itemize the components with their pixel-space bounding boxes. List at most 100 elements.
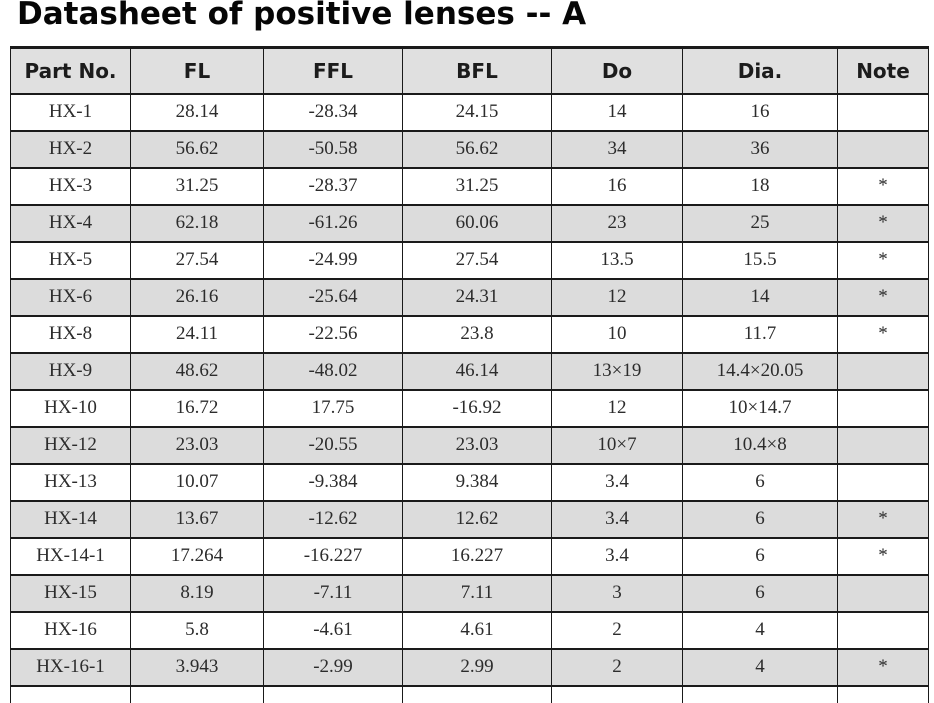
lens-datasheet-table: Part No. FL FFL BFL Do Dia. Note HX-1 28.… [10,46,929,703]
cell-ffl: -25.64 [263,277,403,317]
cell-fl: 26.16 [130,277,264,317]
cell-dia: 14.4×20.05 [682,351,838,391]
cell-do: 23 [551,203,683,243]
cell-bfl: -16.92 [402,388,552,428]
cell-do: 13.5 [551,240,683,280]
cell-fl: 23.03 [130,425,264,465]
column-header-fl: FL [130,46,264,95]
cell-dia: 10×14.7 [682,388,838,428]
cell-part: HX-10 [10,388,131,428]
cell-note [837,610,929,650]
table-row: HX-12 23.03 -20.55 23.03 10×7 10.4×8 [10,425,929,465]
cell-do: 2 [551,647,683,687]
table-row: HX-1 28.14 -28.34 24.15 14 16 [10,92,929,132]
cell-ffl: -12.62 [263,499,403,539]
cell-fl: 28.14 [130,92,264,132]
cell-note: * [837,536,929,576]
cell-fl: 31.25 [130,166,264,206]
cell-dia: 6 [682,536,838,576]
cell-part: HX-14-1 [10,536,131,576]
cell-fl: 17.264 [130,536,264,576]
cell-part: HX-8 [10,314,131,354]
cell-dia: 10.4×8 [682,425,838,465]
cell-ffl: -9.384 [263,462,403,502]
cell-ffl: -7.11 [263,573,403,613]
cell-fl: 16.72 [130,388,264,428]
cell-note: * [837,647,929,687]
cell-part: HX-3 [10,166,131,206]
cell-do: 3 [551,573,683,613]
cell-note [837,129,929,169]
cell-do: 34 [551,129,683,169]
cell-dia: 18 [682,166,838,206]
cell-bfl: 24.15 [402,92,552,132]
cell-fl: 56.62 [130,129,264,169]
cell-note: * [837,166,929,206]
column-header-part-no: Part No. [10,46,131,95]
cell-do: 10 [551,314,683,354]
cell-part: HX-12 [10,425,131,465]
cell-dia: 4 [682,647,838,687]
cell-ffl: -16.227 [263,536,403,576]
table-header-row: Part No. FL FFL BFL Do Dia. Note [10,46,929,95]
table-row: HX-14 13.67 -12.62 12.62 3.4 6 * [10,499,929,539]
cell-fl: 8.19 [130,573,264,613]
cell-fl: 13.67 [130,499,264,539]
cell-part: HX-15 [10,573,131,613]
cell-do: 12 [551,277,683,317]
cell-note [837,388,929,428]
cell-dia [682,684,838,703]
cell-do [551,684,683,703]
cell-bfl: 2.99 [402,647,552,687]
cell-fl: 24.11 [130,314,264,354]
cell-do: 3.4 [551,499,683,539]
table-row: HX-5 27.54 -24.99 27.54 13.5 15.5 * [10,240,929,280]
table-row: HX-14-1 17.264 -16.227 16.227 3.4 6 * [10,536,929,576]
cell-note [837,425,929,465]
column-header-bfl: BFL [402,46,552,95]
table-row: HX-3 31.25 -28.37 31.25 16 18 * [10,166,929,206]
cell-fl: 27.54 [130,240,264,280]
cell-bfl: 7.11 [402,573,552,613]
cell-part: HX-9 [10,351,131,391]
cell-do: 3.4 [551,462,683,502]
cell-part: HX-16 [10,610,131,650]
cell-ffl: 17.75 [263,388,403,428]
cell-bfl: 31.25 [402,166,552,206]
cell-note: * [837,499,929,539]
cell-part: HX-13 [10,462,131,502]
cell-bfl: 60.06 [402,203,552,243]
table-row: HX-16-1 3.943 -2.99 2.99 2 4 * [10,647,929,687]
table-row [10,684,929,703]
table-body: HX-1 28.14 -28.34 24.15 14 16 HX-2 56.62 -50.58 5… [10,92,929,703]
table-row: HX-16 5.8 -4.61 4.61 2 4 [10,610,929,650]
cell-bfl: 27.54 [402,240,552,280]
cell-dia: 36 [682,129,838,169]
cell-fl: 48.62 [130,351,264,391]
cell-dia: 16 [682,92,838,132]
cell-dia: 11.7 [682,314,838,354]
cell-do: 14 [551,92,683,132]
cell-dia: 15.5 [682,240,838,280]
cell-ffl: -61.26 [263,203,403,243]
cell-do: 13×19 [551,351,683,391]
cell-bfl: 23.03 [402,425,552,465]
cell-bfl: 12.62 [402,499,552,539]
cell-note: * [837,240,929,280]
cell-ffl: -24.99 [263,240,403,280]
cell-ffl: -50.58 [263,129,403,169]
column-header-ffl: FFL [263,46,403,95]
cell-note [837,92,929,132]
cell-dia: 6 [682,573,838,613]
cell-note: * [837,203,929,243]
cell-dia: 6 [682,499,838,539]
cell-bfl: 16.227 [402,536,552,576]
cell-part: HX-14 [10,499,131,539]
cell-part: HX-2 [10,129,131,169]
cell-fl: 10.07 [130,462,264,502]
table-row: HX-15 8.19 -7.11 7.11 3 6 [10,573,929,613]
cell-note: * [837,314,929,354]
cell-part: HX-1 [10,92,131,132]
cell-part: HX-4 [10,203,131,243]
column-header-note: Note [837,46,929,95]
